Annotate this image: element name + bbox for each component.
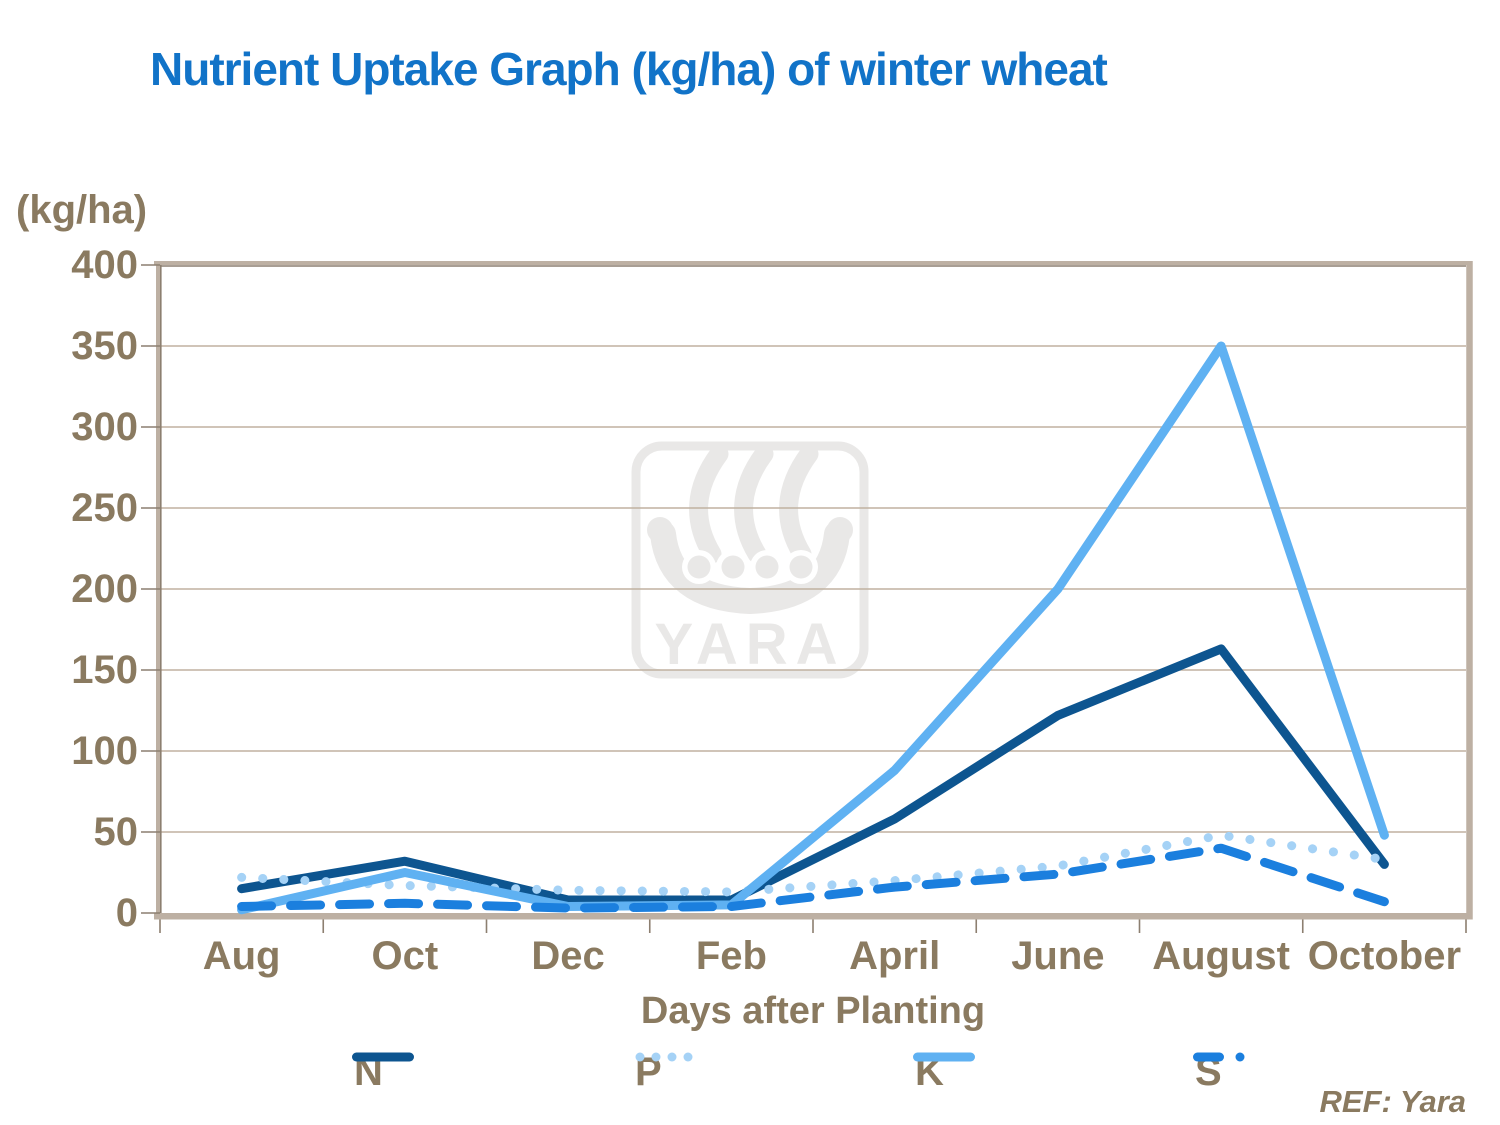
yara-watermark: YARA [631,441,869,679]
series-line-S [237,843,1389,913]
legend-marker-N [352,1052,414,1062]
series-line-K [237,341,1389,915]
y-tick-label: 50 [93,810,139,854]
y-tick-label: 150 [71,648,138,692]
y-tick-label: 250 [71,486,138,530]
legend-marker-K [913,1052,975,1062]
y-axis-unit-label: (kg/ha) [16,188,148,232]
watermark-sail-icon [734,444,774,564]
y-tick-label: 100 [71,729,138,773]
chart-title: Nutrient Uptake Graph (kg/ha) of winter … [150,43,1108,95]
reference-note: REF: Yara [1319,1084,1466,1119]
legend-item-K: K [913,1048,975,1096]
plot-frame [141,261,1473,933]
x-axis-title: Days after Planting [640,990,986,1032]
data-series [237,341,1389,915]
legend-marker-P [635,1052,693,1062]
x-category-label: Oct [371,934,439,978]
y-tick-label: 0 [115,891,138,935]
watermark-hull-icon [650,521,850,615]
watermark-text: YARA [654,612,845,677]
gridlines [160,345,1466,833]
x-category-label: Aug [202,934,281,978]
watermark-horn-icon [647,517,673,543]
series-line-P [237,830,1389,897]
legend-item-S: S [1193,1048,1245,1096]
legend-item-N: N [352,1048,414,1096]
x-category-label: October [1307,934,1462,978]
watermark-frame [631,441,869,679]
x-category-label: Feb [695,934,767,978]
x-category-label: April [849,934,941,978]
watermark-sail-icon [689,444,729,564]
series-line-N [237,644,1389,905]
y-tick-label: 400 [71,243,138,287]
legend-item-P: P [633,1048,693,1096]
y-tick-label: 300 [71,405,138,449]
x-category-label: Dec [531,934,605,978]
legend-marker-S [1193,1052,1245,1062]
y-tick-label: 200 [71,567,138,611]
watermark-horn-icon [827,517,853,543]
x-category-label: August [1152,934,1290,978]
y-tick-label: 350 [71,324,138,368]
watermark-sail-icon [779,444,819,564]
x-category-label: June [1011,934,1105,978]
